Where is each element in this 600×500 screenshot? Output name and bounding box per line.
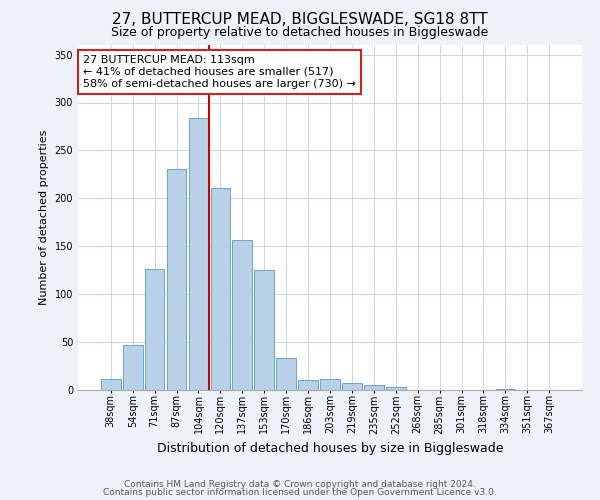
Bar	[276, 358, 296, 390]
Text: 27 BUTTERCUP MEAD: 113sqm
← 41% of detached houses are smaller (517)
58% of semi: 27 BUTTERCUP MEAD: 113sqm ← 41% of detac…	[83, 56, 356, 88]
Bar	[298, 380, 318, 390]
Text: Size of property relative to detached houses in Biggleswade: Size of property relative to detached ho…	[112, 26, 488, 39]
Bar	[496, 389, 515, 390]
Bar	[254, 270, 274, 390]
Text: Contains public sector information licensed under the Open Government Licence v3: Contains public sector information licen…	[103, 488, 497, 497]
Bar	[232, 240, 252, 390]
Bar	[386, 387, 406, 390]
Bar	[320, 380, 340, 390]
X-axis label: Distribution of detached houses by size in Biggleswade: Distribution of detached houses by size …	[157, 442, 503, 455]
Bar	[167, 168, 187, 390]
Text: Contains HM Land Registry data © Crown copyright and database right 2024.: Contains HM Land Registry data © Crown c…	[124, 480, 476, 489]
Bar	[188, 118, 208, 390]
Bar	[211, 188, 230, 390]
Bar	[101, 380, 121, 390]
Bar	[342, 384, 362, 390]
Bar	[364, 385, 384, 390]
Bar	[145, 269, 164, 390]
Y-axis label: Number of detached properties: Number of detached properties	[39, 130, 49, 305]
Text: 27, BUTTERCUP MEAD, BIGGLESWADE, SG18 8TT: 27, BUTTERCUP MEAD, BIGGLESWADE, SG18 8T…	[112, 12, 488, 28]
Bar	[123, 345, 143, 390]
